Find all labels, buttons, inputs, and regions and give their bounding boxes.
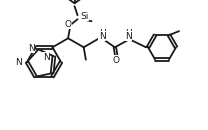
Text: N: N xyxy=(43,53,50,62)
Text: N: N xyxy=(99,32,106,41)
Text: H: H xyxy=(125,29,132,38)
Text: O: O xyxy=(64,20,71,29)
Text: N: N xyxy=(28,44,34,53)
Text: N: N xyxy=(15,57,22,67)
Text: Si: Si xyxy=(80,12,89,21)
Text: O: O xyxy=(113,56,120,65)
Text: H: H xyxy=(99,29,106,38)
Text: N: N xyxy=(125,32,132,41)
